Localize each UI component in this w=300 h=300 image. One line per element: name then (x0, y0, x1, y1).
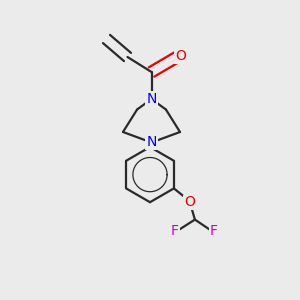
Text: F: F (210, 224, 218, 238)
Text: N: N (146, 136, 157, 149)
Text: F: F (171, 224, 179, 238)
Text: O: O (184, 196, 195, 209)
Text: N: N (146, 92, 157, 106)
Text: O: O (175, 49, 186, 63)
